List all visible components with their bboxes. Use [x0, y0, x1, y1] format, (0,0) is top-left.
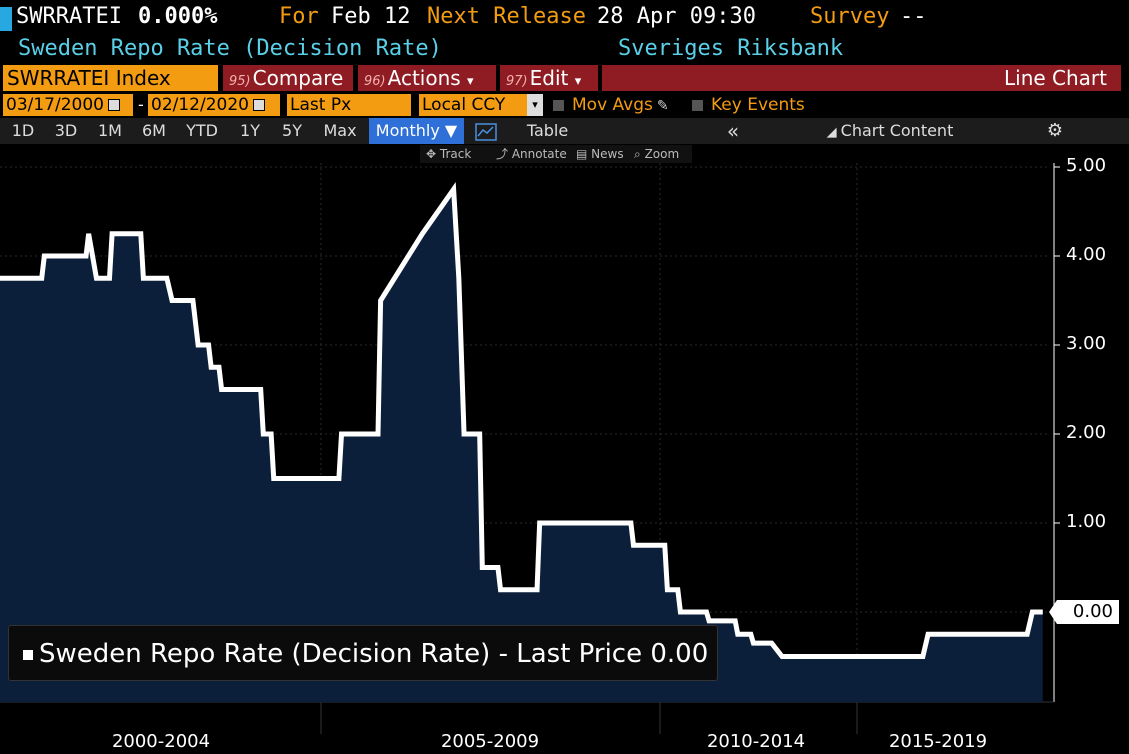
chart-tools: ✥ Track ⤴ Annotate ▤ News ⌕ Zoom: [420, 145, 692, 163]
y-tick-label: 3.00: [1066, 333, 1107, 354]
checkbox-icon[interactable]: [553, 100, 564, 111]
chevron-down-icon: ▾: [527, 94, 543, 116]
annotate-tool[interactable]: ⤴ Annotate: [496, 145, 567, 163]
current-value: 0.000%: [138, 4, 218, 29]
function-toolbar: SWRRATEI Index 95) Compare 96) Actions ▾ 9…: [0, 64, 1129, 92]
price-field-select[interactable]: Last Px: [287, 94, 411, 116]
period-toolbar: 1D 3D 1M 6M YTD 1Y 5Y Max Monthly ▼ Tabl…: [0, 118, 1129, 144]
currency-select[interactable]: Local CCY ▾: [419, 94, 543, 116]
legend-value: 0.00: [650, 639, 709, 669]
actions-label: Actions: [387, 66, 461, 90]
price-field-value: Last Px: [290, 95, 352, 115]
edit-label: Edit: [529, 66, 569, 90]
start-date-value: 03/17/2000: [6, 95, 104, 115]
y-tick-label: 5.00: [1066, 155, 1107, 176]
security-header: SWRRATEI 0.000% For Feb 12 Next Release …: [0, 4, 1129, 34]
crosshair-icon: ✥: [426, 147, 437, 161]
period-6m[interactable]: 6M: [142, 121, 166, 140]
chart-type-label: Line Chart: [1004, 66, 1107, 90]
compare-label: Compare: [252, 66, 344, 90]
end-date-field[interactable]: 02/12/2020: [148, 94, 280, 116]
table-button[interactable]: Table: [526, 121, 569, 140]
calendar-icon[interactable]: [107, 99, 120, 111]
key-events-label: Key Events: [711, 95, 805, 115]
zoom-icon: ⌕: [634, 147, 641, 161]
track-tool[interactable]: ✥ Track: [426, 145, 471, 163]
x-tick-label: 2015-2019: [888, 731, 988, 752]
chart-content-label: Chart Content: [840, 121, 954, 140]
end-date-value: 02/12/2020: [151, 95, 249, 115]
chart-legend[interactable]: Sweden Repo Rate (Decision Rate) - Last …: [8, 625, 718, 681]
ticker: SWRRATEI: [16, 4, 122, 29]
frequency-select[interactable]: Monthly ▼: [369, 118, 464, 144]
chevron-down-icon: ▾: [467, 74, 474, 89]
actions-num: 96): [364, 74, 386, 89]
annotate-icon: ⤴: [496, 147, 509, 161]
period-5y[interactable]: 5Y: [282, 121, 302, 140]
last-price-pointer: [1049, 600, 1057, 624]
compare-num: 95): [229, 74, 251, 89]
currency-value: Local CCY: [422, 95, 506, 115]
track-label: Track: [439, 147, 472, 161]
x-tick-label: 2010-2014: [706, 731, 806, 752]
pencil-icon[interactable]: ✎: [656, 98, 669, 114]
mov-avgs-label: Mov Avgs: [572, 95, 653, 115]
calendar-icon[interactable]: [252, 99, 265, 111]
survey-label: Survey: [810, 4, 890, 29]
security-field[interactable]: SWRRATEI Index: [3, 65, 218, 91]
last-price-marker: 0.00: [1057, 600, 1119, 624]
security-name: Sweden Repo Rate (Decision Rate): [18, 36, 442, 61]
zoom-tool[interactable]: ⌕ Zoom: [634, 145, 679, 163]
y-tick-label: 1.00: [1066, 511, 1107, 532]
period-max[interactable]: Max: [323, 121, 357, 140]
collapse-icon[interactable]: «: [726, 119, 740, 143]
security-field-label: SWRRATEI Index: [7, 66, 171, 90]
legend-text: Sweden Repo Rate (Decision Rate) - Last …: [39, 639, 643, 669]
series-area: [0, 189, 1043, 702]
x-tick-label: 2005-2009: [440, 731, 540, 752]
start-date-field[interactable]: 03/17/2000: [3, 94, 133, 116]
checkbox-icon[interactable]: [692, 100, 703, 111]
mov-avgs-toggle[interactable]: Mov Avgs ✎: [553, 95, 669, 115]
gear-icon[interactable]: ⚙: [1046, 120, 1064, 141]
actions-button[interactable]: 96) Actions ▾: [358, 65, 496, 91]
range-dash: -: [138, 95, 144, 114]
next-release-label: Next Release: [427, 4, 586, 29]
period-3d[interactable]: 3D: [54, 121, 78, 140]
date-range-bar: 03/17/2000 - 02/12/2020 Last Px Local CC…: [0, 93, 1129, 117]
chart-content-icon: ◢: [826, 125, 837, 140]
ticker-marker: [0, 7, 12, 31]
security-description: Sweden Repo Rate (Decision Rate) Sverige…: [0, 36, 1129, 64]
for-date: Feb 12: [331, 4, 411, 29]
period-1y[interactable]: 1Y: [240, 121, 260, 140]
news-tool[interactable]: ▤ News: [576, 145, 624, 163]
survey-value: --: [900, 4, 927, 29]
legend-swatch: [23, 650, 33, 660]
key-events-toggle[interactable]: Key Events: [692, 95, 805, 115]
chart-content-button[interactable]: ◢ Chart Content: [790, 118, 990, 144]
security-source: Sveriges Riksbank: [618, 36, 844, 61]
series-line: [0, 181, 1043, 659]
news-label: News: [591, 147, 624, 161]
period-1m[interactable]: 1M: [98, 121, 122, 140]
compare-button[interactable]: 95) Compare: [223, 65, 353, 91]
price-chart[interactable]: [0, 144, 1129, 734]
next-release-date: 28 Apr 09:30: [597, 4, 756, 29]
chart-type-selector[interactable]: Line Chart: [602, 65, 1121, 91]
for-label: For: [279, 4, 319, 29]
edit-num: 97): [506, 74, 528, 89]
x-tick-label: 2000-2004: [111, 731, 211, 752]
line-chart-icon-glyph: [475, 122, 497, 141]
line-chart-icon[interactable]: [470, 118, 502, 144]
zoom-label: Zoom: [644, 147, 680, 161]
y-tick-label: 4.00: [1066, 244, 1107, 265]
chevron-down-icon: ▾: [574, 74, 582, 89]
y-tick-label: 2.00: [1066, 422, 1107, 443]
edit-button[interactable]: 97) Edit ▾: [500, 65, 598, 91]
period-ytd[interactable]: YTD: [186, 121, 218, 140]
news-icon: ▤: [576, 147, 588, 161]
annotate-label: Annotate: [511, 147, 567, 161]
period-1d[interactable]: 1D: [11, 121, 35, 140]
